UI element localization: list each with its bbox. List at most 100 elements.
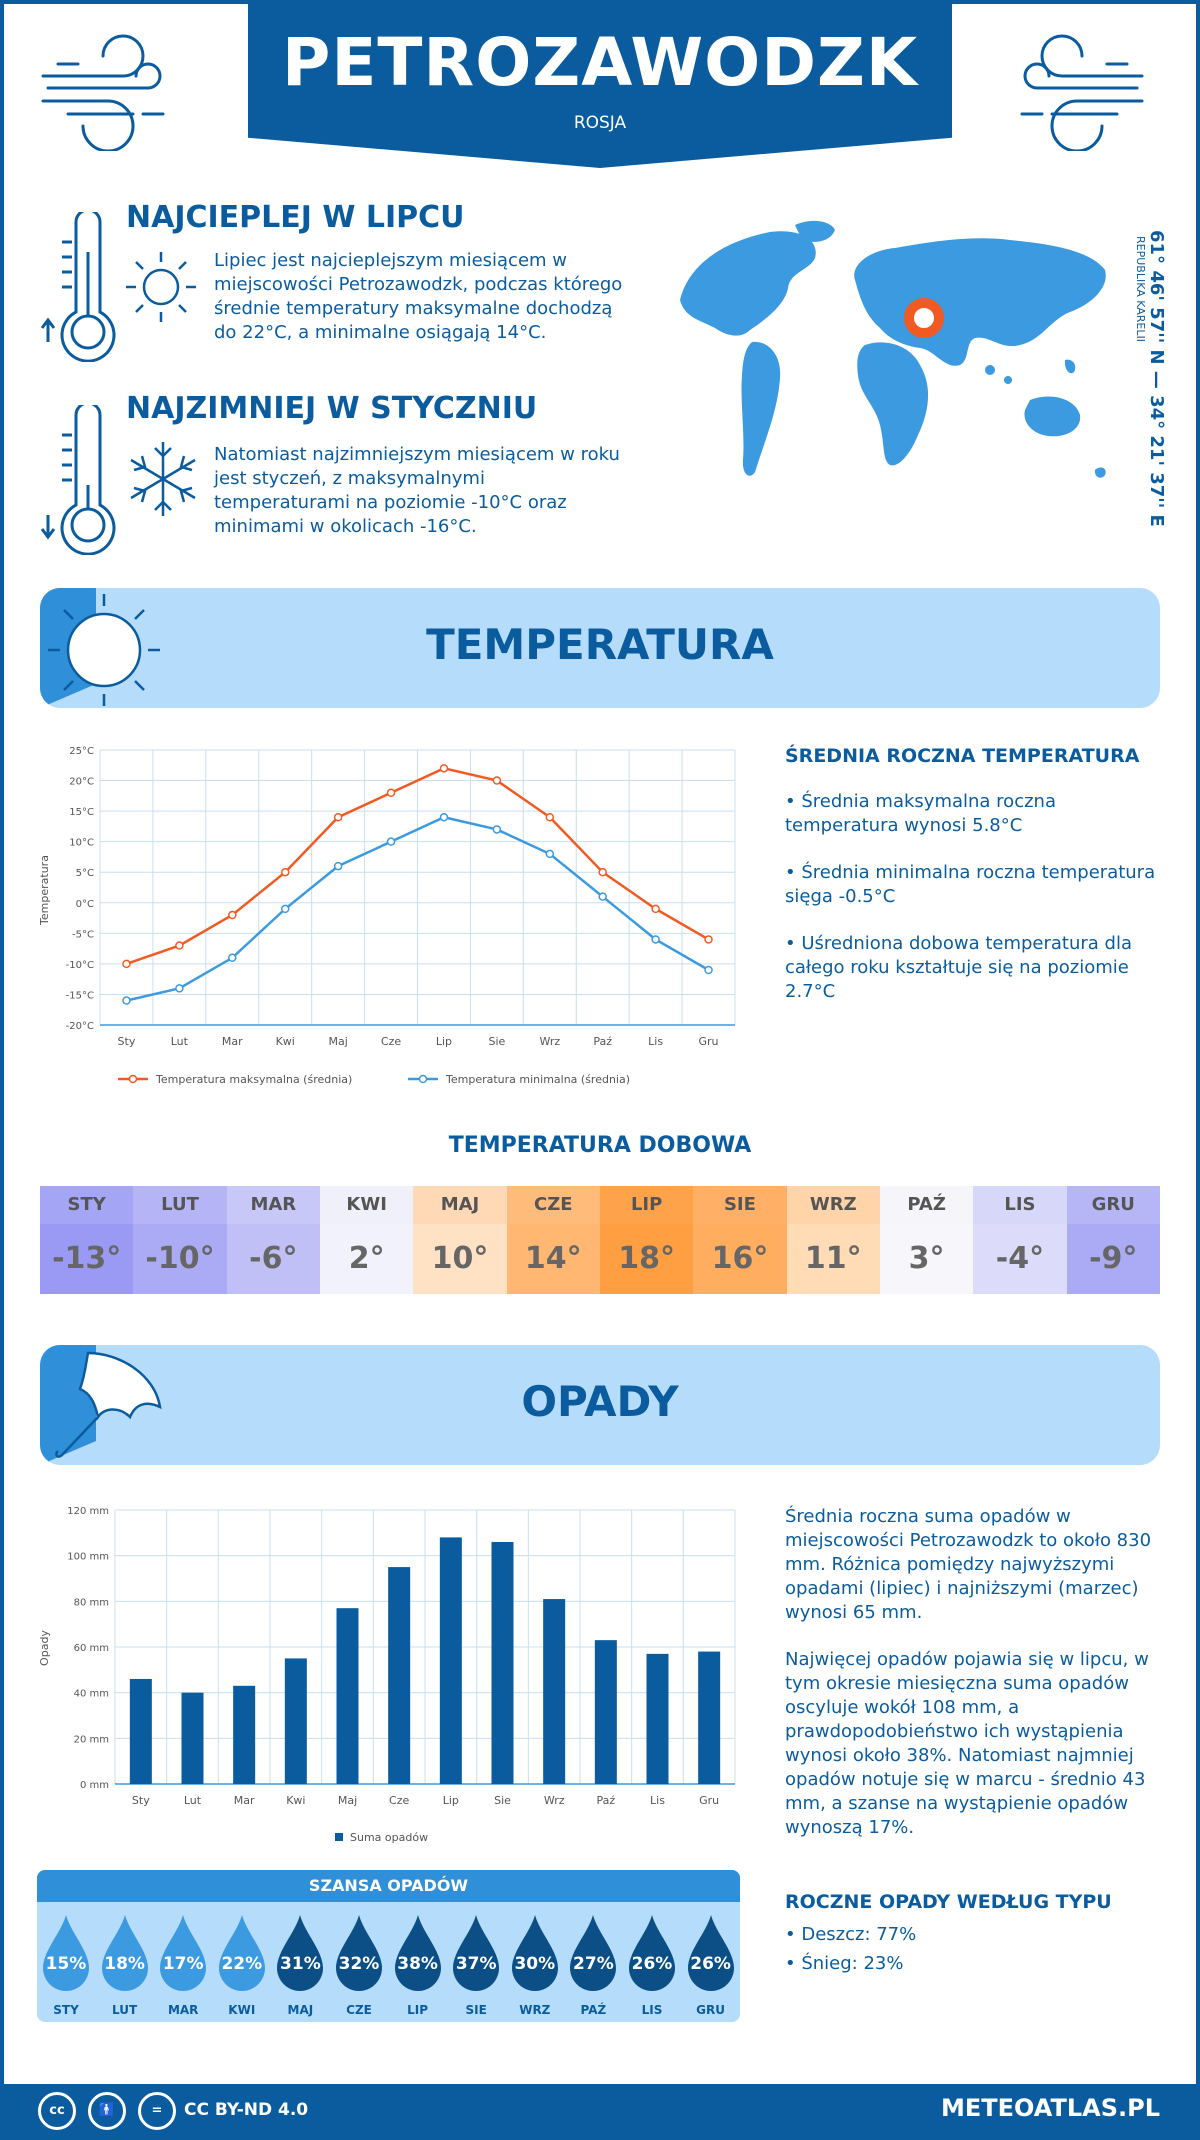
umbrella-icon [55, 1351, 162, 1458]
x-tick-label: Sie [488, 1035, 505, 1048]
precip-bar [129, 1678, 152, 1784]
chance-drop: 15% STY [41, 1913, 91, 2017]
data-point [175, 984, 184, 993]
y-tick-label: 5°C [76, 868, 94, 879]
x-tick-label: Paź [597, 1794, 616, 1807]
x-tick-label: Wrz [539, 1035, 560, 1048]
y-tick-label: 10°C [69, 838, 94, 849]
daily-month-label: MAJ [413, 1186, 507, 1224]
daily-temp-cell: SIE 16° [693, 1186, 787, 1294]
data-point [439, 764, 449, 773]
raindrop-icon [160, 1915, 207, 1991]
daily-temp-value: -4° [973, 1224, 1067, 1294]
daily-temp-table: STY -13° LUT -10° MAR -6° KWI 2° MAJ 10° CZE 14° LIP… [40, 1186, 1160, 1294]
raindrop-icon [336, 1915, 382, 1991]
y-tick-label: 15°C [69, 807, 94, 818]
precip-paragraph-1: Średnia roczna suma opadów w miejscowośc… [785, 1506, 1152, 1623]
x-tick-label: Maj [328, 1035, 347, 1048]
y-tick-label: -15°C [66, 990, 94, 1001]
hottest-title: NAJCIEPLEJ W LIPCU [126, 200, 465, 235]
data-point [651, 935, 660, 944]
data-point [598, 892, 607, 901]
temperature-legend: Temperatura maksymalna (średnia) Tempera… [118, 1073, 630, 1086]
daily-temp-cell: PAŹ 3° [879, 1186, 974, 1294]
precip-bar [233, 1685, 256, 1784]
daily-temp-value: 18° [599, 1224, 694, 1294]
data-point [598, 867, 607, 877]
precip-bar [388, 1567, 411, 1784]
precip-type-title: ROCZNE OPADY WEDŁUG TYPU [785, 1891, 1112, 1913]
daily-temp-value: -6° [226, 1224, 320, 1294]
raindrop-icon [43, 1915, 89, 1991]
coldest-title: NAJZIMNIEJ W STYCZNIU [126, 391, 538, 426]
daily-month-label: KWI [319, 1186, 414, 1224]
y-tick-label: -20°C [66, 1021, 94, 1032]
x-tick-label: Sie [494, 1794, 511, 1807]
data-point [175, 941, 184, 950]
y-tick-label: 60 mm [74, 1643, 109, 1654]
precip-bar [439, 1537, 462, 1784]
wind-icon [41, 34, 165, 151]
x-tick-label: Wrz [544, 1794, 565, 1807]
daily-temp-cell: STY -13° [40, 1186, 134, 1294]
footer-site-link[interactable]: METEOATLAS.PL [940, 2094, 1160, 2122]
daily-month-label: CZE [506, 1186, 600, 1224]
chance-drop: 18% LUT [100, 1913, 150, 2017]
raindrop-icon [453, 1915, 500, 1991]
chance-value: 22% [221, 1954, 263, 1974]
data-point [492, 776, 502, 785]
raindrop-icon [394, 1915, 441, 1991]
chance-drop: 27% PAŹ [568, 1913, 618, 2017]
temperature-chart: 25°C 20°C 15°C 10°C 5°C 0°C -5°C -10°C -15°C -20°… [38, 746, 736, 1086]
daily-temp-cell: GRU -9° [1066, 1186, 1160, 1294]
x-tick-label: Gru [699, 1035, 719, 1048]
chance-value: 26% [631, 1954, 673, 1974]
precip-bar [336, 1608, 359, 1784]
y-tick-label: 20 mm [74, 1734, 109, 1745]
daily-temp-title: TEMPERATURA DOBOWA [448, 1133, 752, 1158]
x-tick-label: Paź [593, 1035, 612, 1048]
y-tick-label: 0°C [76, 899, 94, 910]
x-tick-label: Mar [234, 1794, 255, 1807]
chance-month: PAŹ [580, 2003, 607, 2017]
annual-temp-title: ŚREDNIA ROCZNA TEMPERATURA [785, 745, 1140, 767]
daily-temp-value: 3° [879, 1224, 974, 1294]
data-point [386, 788, 396, 798]
x-tick-label: Sty [118, 1035, 136, 1048]
chance-drop: 31% MAJ [275, 1913, 325, 2017]
precip-bar [181, 1692, 204, 1784]
x-tick-label: Lip [436, 1035, 452, 1048]
daily-temp-cell: KWI 2° [319, 1186, 414, 1294]
y-tick-label: 100 mm [67, 1552, 109, 1563]
precip-bar [646, 1653, 669, 1784]
data-point [704, 965, 713, 975]
chance-value: 26% [690, 1954, 731, 1974]
temperature-band [40, 588, 1160, 708]
x-tick-label: Kwi [276, 1035, 295, 1048]
chance-month: SIE [465, 2003, 487, 2017]
daily-temp-value: 10° [413, 1224, 507, 1294]
data-point [333, 861, 343, 871]
daily-temp-cell: MAJ 10° [413, 1186, 507, 1294]
daily-temp-cell: LIP 18° [599, 1186, 694, 1294]
precip-bar [698, 1651, 721, 1784]
data-point [545, 849, 555, 859]
x-tick-label: Cze [389, 1794, 409, 1807]
y-tick-label: 20°C [69, 777, 94, 788]
x-tick-label: Maj [338, 1794, 357, 1807]
y-tick-label: -10°C [66, 960, 94, 971]
legend-precip: Suma opadów [350, 1831, 428, 1844]
y-tick-label: 25°C [69, 746, 94, 757]
daily-month-label: LIP [599, 1186, 694, 1224]
annual-temp-bullet-1: • Średnia maksymalna roczna temperatura … [785, 791, 1056, 836]
chance-month: LIP [407, 2003, 429, 2017]
region-label: REPUBLIKA KARELII [1134, 236, 1147, 342]
world-map [680, 220, 1106, 478]
x-tick-label: Lut [184, 1794, 202, 1807]
x-tick-label: Lut [171, 1035, 189, 1048]
hottest-text: Lipiec jest najcieplejszym miesiącem w m… [214, 250, 623, 343]
precipitation-axis-label: Opady [38, 1630, 51, 1666]
chance-value: 37% [455, 1954, 497, 1974]
annual-temp-bullet-3: • Uśredniona dobowa temperatura dla całe… [785, 933, 1133, 1002]
legend-max: Temperatura maksymalna (średnia) [155, 1073, 352, 1086]
